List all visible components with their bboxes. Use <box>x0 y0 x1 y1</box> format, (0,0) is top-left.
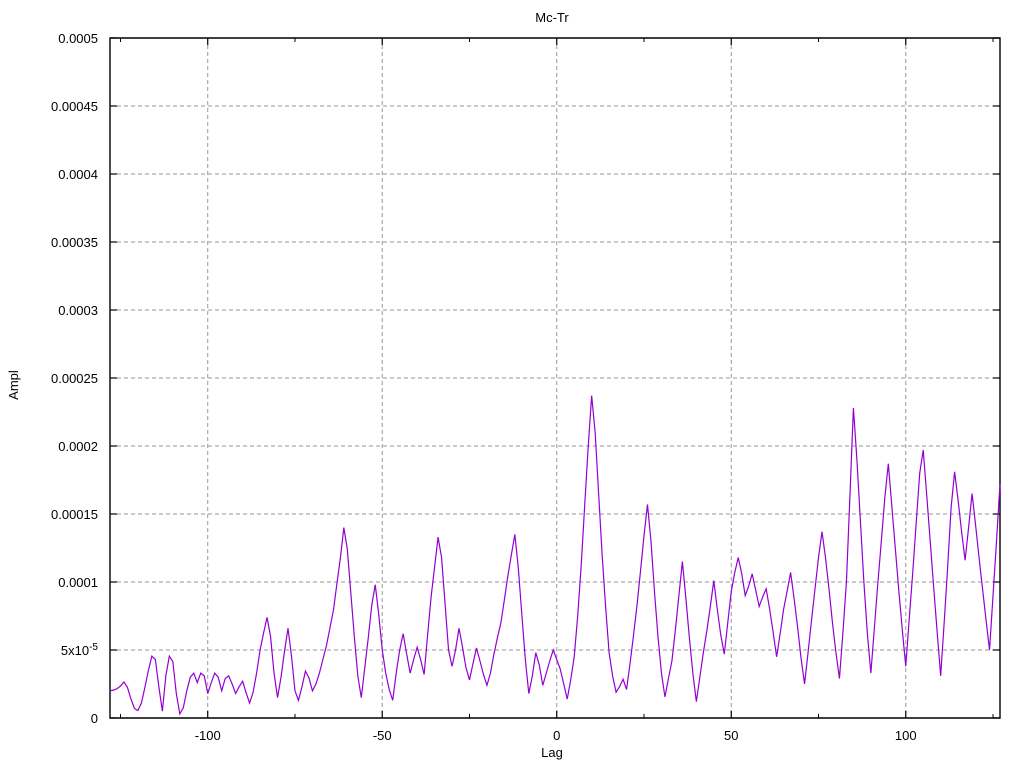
y-axis-tick-label: 0.00015 <box>51 507 98 522</box>
y-axis-tick-label: 0.0003 <box>58 303 98 318</box>
x-axis-tick-label: 50 <box>724 728 738 743</box>
y-axis-tick-label: 0 <box>91 711 98 726</box>
x-axis-tick-label: 0 <box>553 728 560 743</box>
y-axis-tick-labels: 0 5x10-5 0.0001 0.00015 0.0002 0.00025 0.0003 0… <box>51 31 98 726</box>
data-series-line <box>109 395 1001 716</box>
x-axis-title: Lag <box>541 745 563 760</box>
y-axis-tick-label: 0.0005 <box>58 31 98 46</box>
y-axis-tick-label: 0.00045 <box>51 99 98 114</box>
y-axis-tick-label: 5x10-5 <box>61 642 99 658</box>
x-axis-tick-labels: -100 -50 0 50 100 <box>195 728 917 743</box>
y-axis-tick-label: 0.00035 <box>51 235 98 250</box>
y-axis-tick-label: 0.0002 <box>58 439 98 454</box>
y-axis-tick-label: 0.0004 <box>58 167 98 182</box>
chart-title: Mc-Tr <box>535 10 569 25</box>
plot-border <box>109 37 1001 719</box>
x-axis-tick-label: -50 <box>373 728 392 743</box>
y-axis-tick-label: 0.0001 <box>58 575 98 590</box>
y-axis-tick-label: 0.00025 <box>51 371 98 386</box>
x-axis-tick-label: -100 <box>195 728 221 743</box>
x-axis-tick-label: 100 <box>895 728 917 743</box>
y-axis-title: Ampl <box>6 370 21 400</box>
